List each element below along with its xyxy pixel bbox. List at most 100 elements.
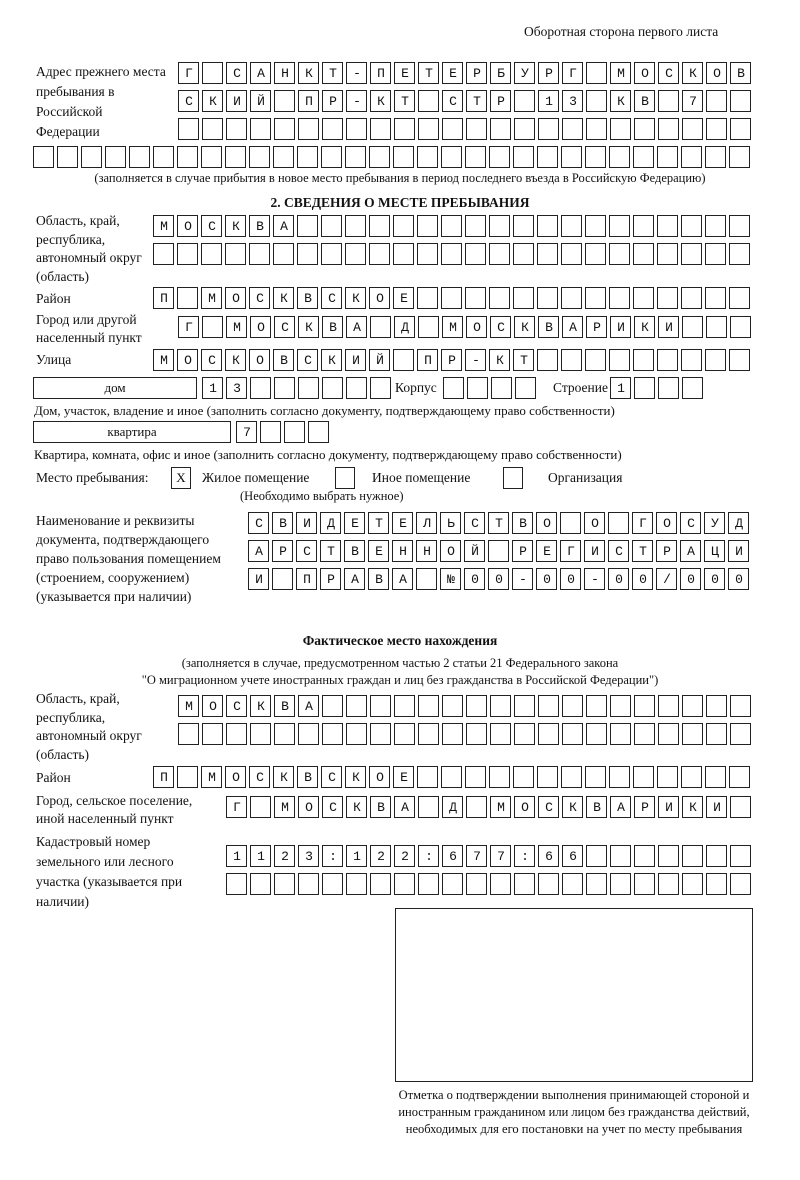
char-cell[interactable] bbox=[562, 90, 583, 112]
field-value[interactable] bbox=[153, 243, 160, 266]
char-cell[interactable] bbox=[586, 796, 607, 818]
char-cell[interactable] bbox=[560, 540, 581, 562]
char-cell[interactable] bbox=[284, 421, 305, 443]
char-cell[interactable] bbox=[274, 377, 295, 399]
char-cell[interactable] bbox=[225, 766, 246, 788]
char-cell[interactable] bbox=[202, 90, 223, 112]
char-cell[interactable] bbox=[260, 421, 281, 443]
char-cell[interactable] bbox=[177, 243, 198, 265]
char-cell[interactable] bbox=[297, 766, 318, 788]
char-cell[interactable] bbox=[417, 146, 438, 168]
char-cell[interactable] bbox=[562, 873, 583, 895]
char-cell[interactable] bbox=[512, 540, 533, 562]
char-cell[interactable] bbox=[682, 873, 703, 895]
char-cell[interactable] bbox=[273, 349, 294, 371]
char-cell[interactable] bbox=[394, 90, 415, 112]
char-cell[interactable] bbox=[584, 512, 605, 534]
char-cell[interactable] bbox=[322, 90, 343, 112]
char-cell[interactable] bbox=[272, 512, 293, 534]
char-cell[interactable] bbox=[609, 146, 630, 168]
char-cell[interactable] bbox=[609, 349, 630, 371]
char-cell[interactable] bbox=[345, 349, 366, 371]
char-cell[interactable] bbox=[321, 766, 342, 788]
char-cell[interactable] bbox=[153, 766, 174, 788]
char-cell[interactable] bbox=[370, 118, 391, 140]
char-cell[interactable] bbox=[370, 796, 391, 818]
char-cell[interactable] bbox=[513, 146, 534, 168]
char-cell[interactable] bbox=[201, 243, 222, 265]
char-cell[interactable] bbox=[298, 90, 319, 112]
char-cell[interactable] bbox=[585, 287, 606, 309]
char-cell[interactable] bbox=[202, 377, 223, 399]
char-cell[interactable] bbox=[202, 695, 223, 717]
char-cell[interactable] bbox=[634, 845, 655, 867]
char-cell[interactable] bbox=[394, 873, 415, 895]
char-cell[interactable] bbox=[488, 540, 509, 562]
char-cell[interactable] bbox=[464, 540, 485, 562]
char-cell[interactable] bbox=[202, 62, 223, 84]
char-cell[interactable] bbox=[177, 215, 198, 237]
char-cell[interactable] bbox=[178, 118, 199, 140]
char-cell[interactable] bbox=[226, 873, 247, 895]
char-cell[interactable] bbox=[370, 377, 391, 399]
char-cell[interactable] bbox=[369, 146, 390, 168]
char-cell[interactable] bbox=[346, 118, 367, 140]
char-cell[interactable] bbox=[730, 845, 751, 867]
char-cell[interactable] bbox=[466, 873, 487, 895]
char-cell[interactable] bbox=[706, 62, 727, 84]
char-cell[interactable] bbox=[202, 723, 223, 745]
char-cell[interactable] bbox=[730, 873, 751, 895]
char-cell[interactable] bbox=[346, 90, 367, 112]
char-cell[interactable] bbox=[489, 146, 510, 168]
char-cell[interactable] bbox=[729, 243, 750, 265]
char-cell[interactable] bbox=[729, 766, 750, 788]
char-cell[interactable] bbox=[610, 377, 631, 399]
char-cell[interactable] bbox=[346, 796, 367, 818]
char-cell[interactable] bbox=[680, 540, 701, 562]
char-cell[interactable] bbox=[730, 62, 751, 84]
char-cell[interactable] bbox=[249, 243, 270, 265]
char-cell[interactable] bbox=[394, 62, 415, 84]
char-cell[interactable] bbox=[322, 873, 343, 895]
char-cell[interactable] bbox=[201, 146, 222, 168]
char-cell[interactable] bbox=[129, 146, 150, 168]
char-cell[interactable] bbox=[178, 90, 199, 112]
char-cell[interactable] bbox=[394, 316, 415, 338]
char-cell[interactable] bbox=[370, 90, 391, 112]
char-cell[interactable] bbox=[250, 118, 271, 140]
char-cell[interactable] bbox=[658, 90, 679, 112]
char-cell[interactable] bbox=[514, 62, 535, 84]
char-cell[interactable] bbox=[418, 316, 439, 338]
char-cell[interactable] bbox=[296, 512, 317, 534]
char-cell[interactable] bbox=[633, 766, 654, 788]
char-cell[interactable] bbox=[250, 62, 271, 84]
char-cell[interactable] bbox=[466, 796, 487, 818]
char-cell[interactable] bbox=[393, 243, 414, 265]
char-cell[interactable] bbox=[538, 90, 559, 112]
char-cell[interactable] bbox=[226, 845, 247, 867]
char-cell[interactable] bbox=[681, 215, 702, 237]
char-cell[interactable] bbox=[514, 695, 535, 717]
char-cell[interactable] bbox=[681, 349, 702, 371]
char-cell[interactable] bbox=[226, 695, 247, 717]
char-cell[interactable] bbox=[704, 512, 725, 534]
char-cell[interactable] bbox=[57, 146, 78, 168]
char-cell[interactable] bbox=[562, 845, 583, 867]
char-cell[interactable] bbox=[273, 287, 294, 309]
char-cell[interactable] bbox=[610, 796, 631, 818]
char-cell[interactable] bbox=[274, 695, 295, 717]
char-cell[interactable] bbox=[298, 723, 319, 745]
char-cell[interactable] bbox=[537, 215, 558, 237]
field-value[interactable]: МОСКВА bbox=[160, 219, 305, 234]
char-cell[interactable] bbox=[537, 766, 558, 788]
char-cell[interactable] bbox=[177, 146, 198, 168]
char-cell[interactable] bbox=[273, 243, 294, 265]
char-cell[interactable] bbox=[346, 316, 367, 338]
char-cell[interactable] bbox=[344, 512, 365, 534]
char-cell[interactable] bbox=[441, 243, 462, 265]
char-cell[interactable] bbox=[393, 766, 414, 788]
char-cell[interactable] bbox=[610, 118, 631, 140]
char-cell[interactable] bbox=[730, 695, 751, 717]
char-cell[interactable] bbox=[632, 512, 653, 534]
char-cell[interactable] bbox=[609, 243, 630, 265]
